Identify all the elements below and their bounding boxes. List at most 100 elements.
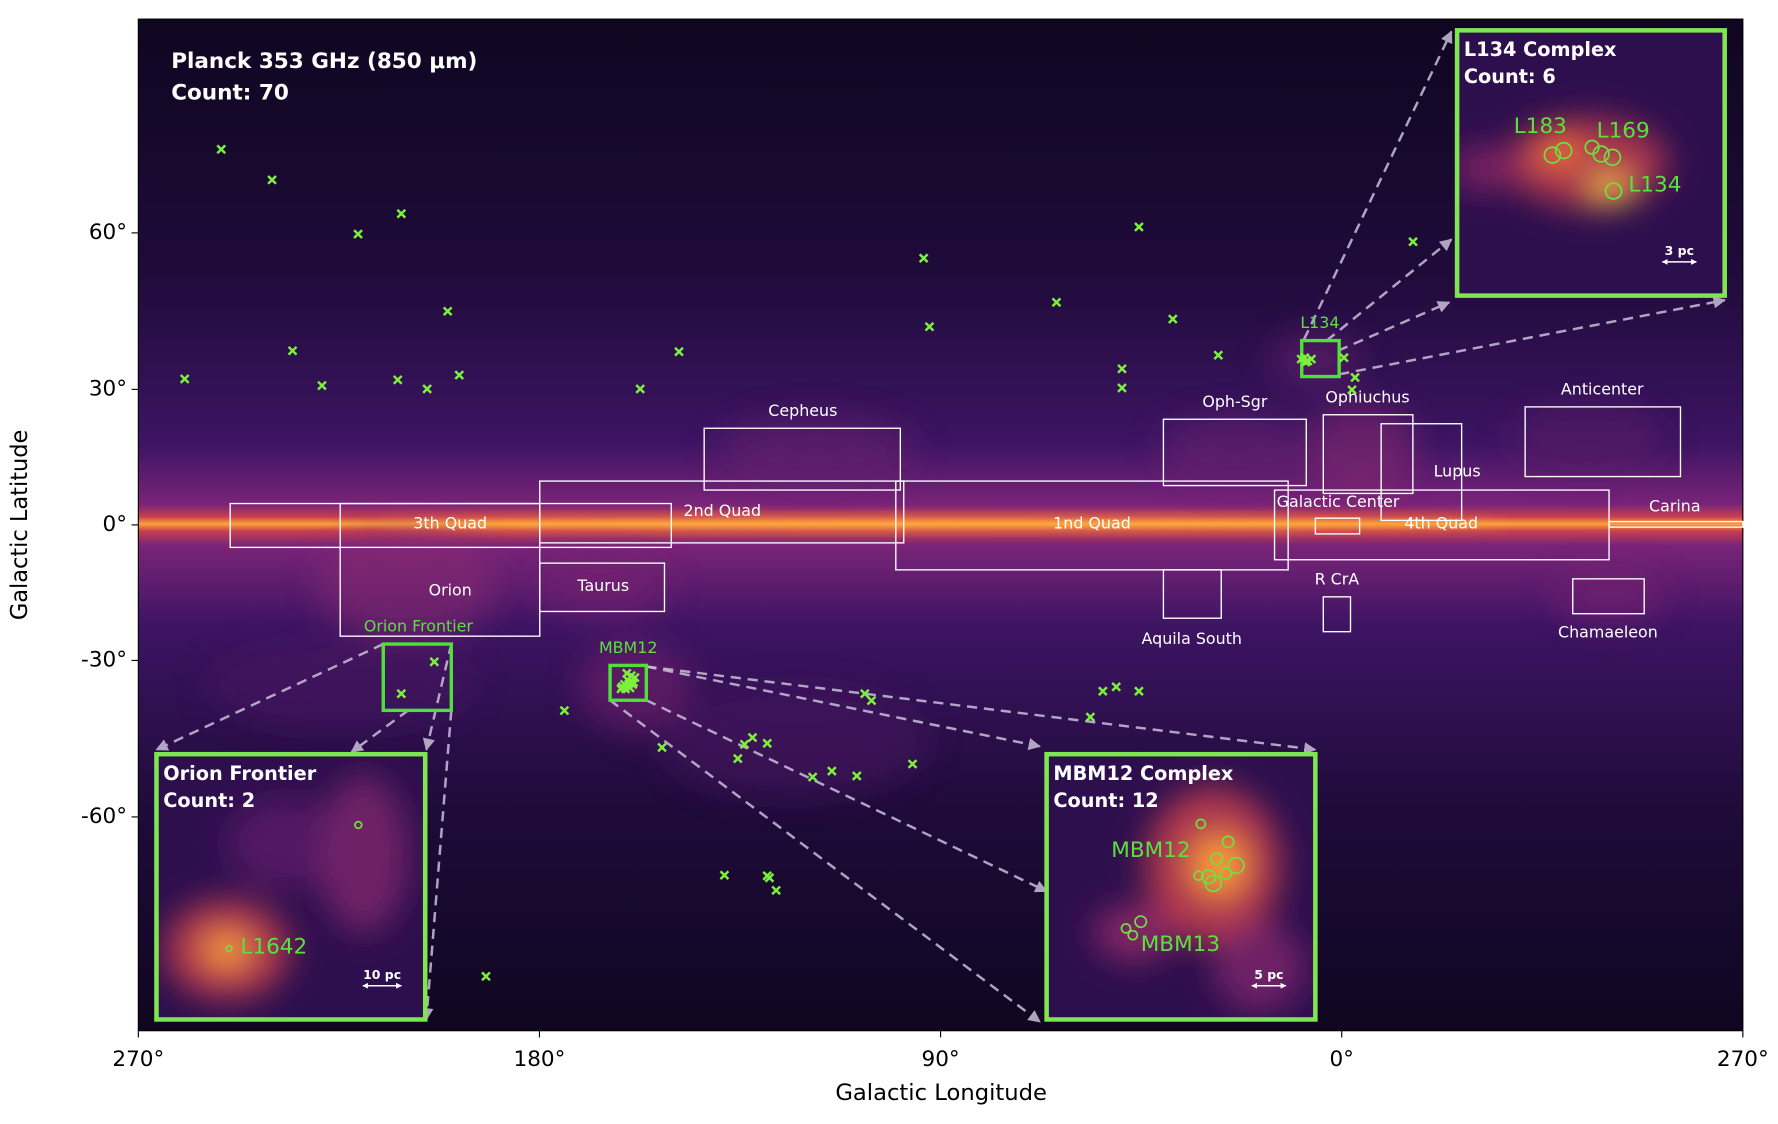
scale-bar-label: 3 pc: [1665, 243, 1694, 258]
dust-cloud: [317, 775, 409, 933]
inset-source-label: L134: [1628, 173, 1681, 198]
connector-arrow: [421, 710, 453, 1021]
region-label: Galactic Center: [1277, 492, 1400, 511]
connector-arrow: [1337, 301, 1451, 352]
region-label: Chamaeleon: [1558, 622, 1658, 641]
chart-title: Planck 353 GHz (850 μm): [171, 49, 477, 74]
x-axis-label: Galactic Longitude: [835, 1080, 1047, 1106]
highlight-label: L134: [1300, 313, 1339, 332]
source-marker: [1167, 314, 1178, 324]
x-tick-label: 270°: [112, 1047, 164, 1072]
region-label: Orion: [429, 581, 472, 600]
source-marker: [396, 208, 407, 219]
source-marker: [1306, 354, 1317, 364]
x-tick-label: 270°: [1717, 1047, 1769, 1072]
source-marker: [1085, 712, 1096, 722]
source-circle: [1210, 852, 1224, 866]
connector-arrow: [1302, 30, 1453, 340]
dust-cloud: [1190, 834, 1248, 897]
region-box: [703, 427, 902, 491]
source-circle: [354, 820, 363, 830]
chart-subtitle: Count: 70: [171, 80, 289, 105]
x-tick-label: 90°: [922, 1047, 960, 1072]
region-label: R CrA: [1315, 570, 1360, 589]
inset-title: L134 Complex: [1464, 38, 1617, 61]
source-circle: [1592, 145, 1610, 163]
region-box: [895, 480, 1289, 571]
source-marker: [1051, 297, 1062, 308]
source-marker: [396, 688, 407, 699]
source-circle: [1134, 915, 1148, 929]
source-marker: [866, 695, 877, 706]
source-marker: [317, 380, 327, 391]
source-marker: [826, 766, 837, 776]
region-box: [1162, 418, 1307, 487]
inset-image: [1046, 754, 1316, 1020]
source-marker: [807, 772, 818, 782]
source-circle: [1604, 182, 1623, 200]
region-label: 2nd Quad: [684, 501, 762, 520]
inset-source-label: L169: [1597, 119, 1650, 144]
highlight-label: Orion Frontier: [364, 617, 474, 636]
region-box: [1322, 596, 1352, 633]
source-circle: [1603, 148, 1622, 167]
source-marker: [624, 678, 634, 689]
highlight-box: [608, 663, 649, 702]
source-circle: [1120, 923, 1132, 934]
source-marker: [918, 253, 929, 264]
connector-arrow: [645, 699, 1048, 893]
y-tick-label: -30°: [81, 647, 127, 672]
region-label: Carina: [1649, 496, 1701, 515]
source-circle: [1221, 835, 1235, 849]
region-box: [1608, 520, 1744, 528]
connector-arrow: [646, 665, 1317, 755]
inset-title: MBM12 Complex: [1053, 762, 1234, 785]
source-marker: [1117, 383, 1127, 393]
source-marker: [559, 705, 570, 716]
source-marker: [732, 753, 743, 764]
inset-dust: [1094, 786, 1305, 1012]
source-marker: [179, 374, 190, 384]
region-box: [539, 480, 905, 544]
source-circle: [225, 945, 233, 953]
region-box: [1572, 578, 1645, 615]
region-label: 3th Quad: [413, 513, 487, 532]
inset-source-label: L183: [1514, 114, 1567, 139]
inset-count: Count: 12: [1053, 789, 1158, 812]
source-marker: [454, 370, 465, 380]
source-marker: [1347, 385, 1357, 395]
region-box: [1314, 517, 1361, 535]
source-marker: [620, 683, 631, 694]
source-circle: [1193, 870, 1204, 881]
scale-bar-label: 10 pc: [363, 967, 401, 982]
highlight-box: [381, 642, 454, 713]
inset-frame: [1454, 28, 1727, 298]
y-tick-label: 0°: [103, 512, 127, 537]
connector-arrow: [1338, 296, 1726, 376]
source-marker: [481, 971, 491, 982]
source-marker: [762, 738, 773, 749]
highlight-label: MBM12: [599, 638, 657, 657]
source-marker: [422, 384, 433, 394]
x-tick-label: 180°: [514, 1047, 566, 1072]
source-marker: [1117, 364, 1127, 374]
source-marker: [764, 872, 775, 883]
source-marker: [924, 321, 935, 332]
inset-source-label: MBM12: [1111, 838, 1190, 863]
inset-frame: [1044, 751, 1318, 1022]
source-marker: [739, 739, 750, 750]
source-marker: [267, 175, 277, 185]
source-marker: [719, 870, 730, 880]
inset-count: Count: 6: [1464, 65, 1556, 88]
region-label: Anticenter: [1561, 380, 1644, 399]
source-marker: [392, 375, 403, 385]
y-axis-label: Galactic Latitude: [7, 430, 33, 621]
region-box: [539, 562, 666, 613]
source-marker: [1339, 352, 1349, 363]
source-circle: [1543, 146, 1562, 164]
dust-cloud: [1213, 921, 1305, 1012]
source-marker: [674, 346, 684, 357]
connector-arrow: [609, 699, 1041, 1023]
source-marker: [287, 345, 298, 356]
